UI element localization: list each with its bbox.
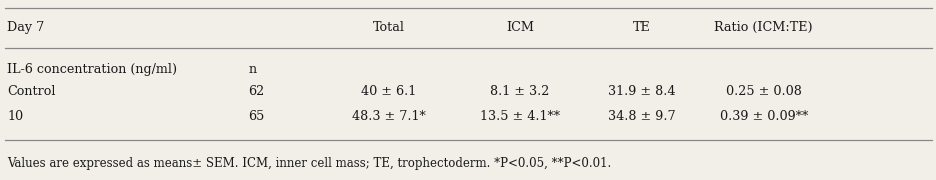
Text: 34.8 ± 9.7: 34.8 ± 9.7 [607, 111, 675, 123]
Text: 0.39 ± 0.09**: 0.39 ± 0.09** [719, 111, 807, 123]
Text: 10: 10 [7, 111, 23, 123]
Text: 48.3 ± 7.1*: 48.3 ± 7.1* [352, 111, 425, 123]
Text: 31.9 ± 8.4: 31.9 ± 8.4 [607, 85, 675, 98]
Text: Day 7: Day 7 [7, 21, 45, 34]
Text: 65: 65 [248, 111, 264, 123]
Text: 62: 62 [248, 85, 264, 98]
Text: 13.5 ± 4.1**: 13.5 ± 4.1** [479, 111, 560, 123]
Text: IL-6 concentration (ng/ml): IL-6 concentration (ng/ml) [7, 63, 178, 76]
Text: 8.1 ± 3.2: 8.1 ± 3.2 [490, 85, 549, 98]
Text: Ratio (ICM:TE): Ratio (ICM:TE) [713, 21, 812, 34]
Text: 40 ± 6.1: 40 ± 6.1 [361, 85, 416, 98]
Text: ICM: ICM [505, 21, 534, 34]
Text: n: n [248, 63, 256, 76]
Text: TE: TE [633, 21, 650, 34]
Text: Values are expressed as means± SEM. ICM, inner cell mass; TE, trophectoderm. *P<: Values are expressed as means± SEM. ICM,… [7, 157, 611, 170]
Text: Control: Control [7, 85, 56, 98]
Text: Total: Total [373, 21, 404, 34]
Text: 0.25 ± 0.08: 0.25 ± 0.08 [725, 85, 800, 98]
